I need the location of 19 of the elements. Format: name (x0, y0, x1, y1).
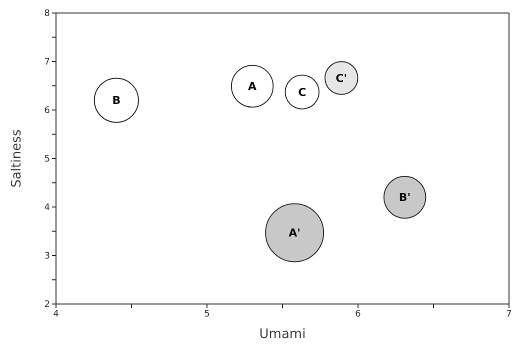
x-axis-title: Umami (259, 327, 306, 342)
series-label: A (248, 80, 258, 94)
series-label: C (298, 86, 306, 99)
y-tick-label: 2 (44, 300, 50, 310)
y-axis-title: Saltiness (10, 129, 25, 188)
y-tick-label: 4 (44, 203, 50, 214)
series-label: B (112, 94, 121, 108)
y-tick-label: 3 (44, 252, 50, 262)
y-tick-label: 5 (44, 154, 50, 165)
x-tick-label: 4 (53, 309, 60, 320)
x-tick-label: 6 (355, 309, 362, 320)
x-tick-label: 5 (204, 309, 210, 320)
series-label: B' (398, 191, 411, 204)
y-tick-label: 7 (44, 58, 50, 68)
x-tick-label: 7 (506, 309, 512, 320)
series-label: A' (288, 226, 301, 240)
y-tick-label: 8 (44, 9, 50, 20)
series-label: C' (336, 72, 348, 85)
y-tick-label: 6 (44, 106, 50, 116)
